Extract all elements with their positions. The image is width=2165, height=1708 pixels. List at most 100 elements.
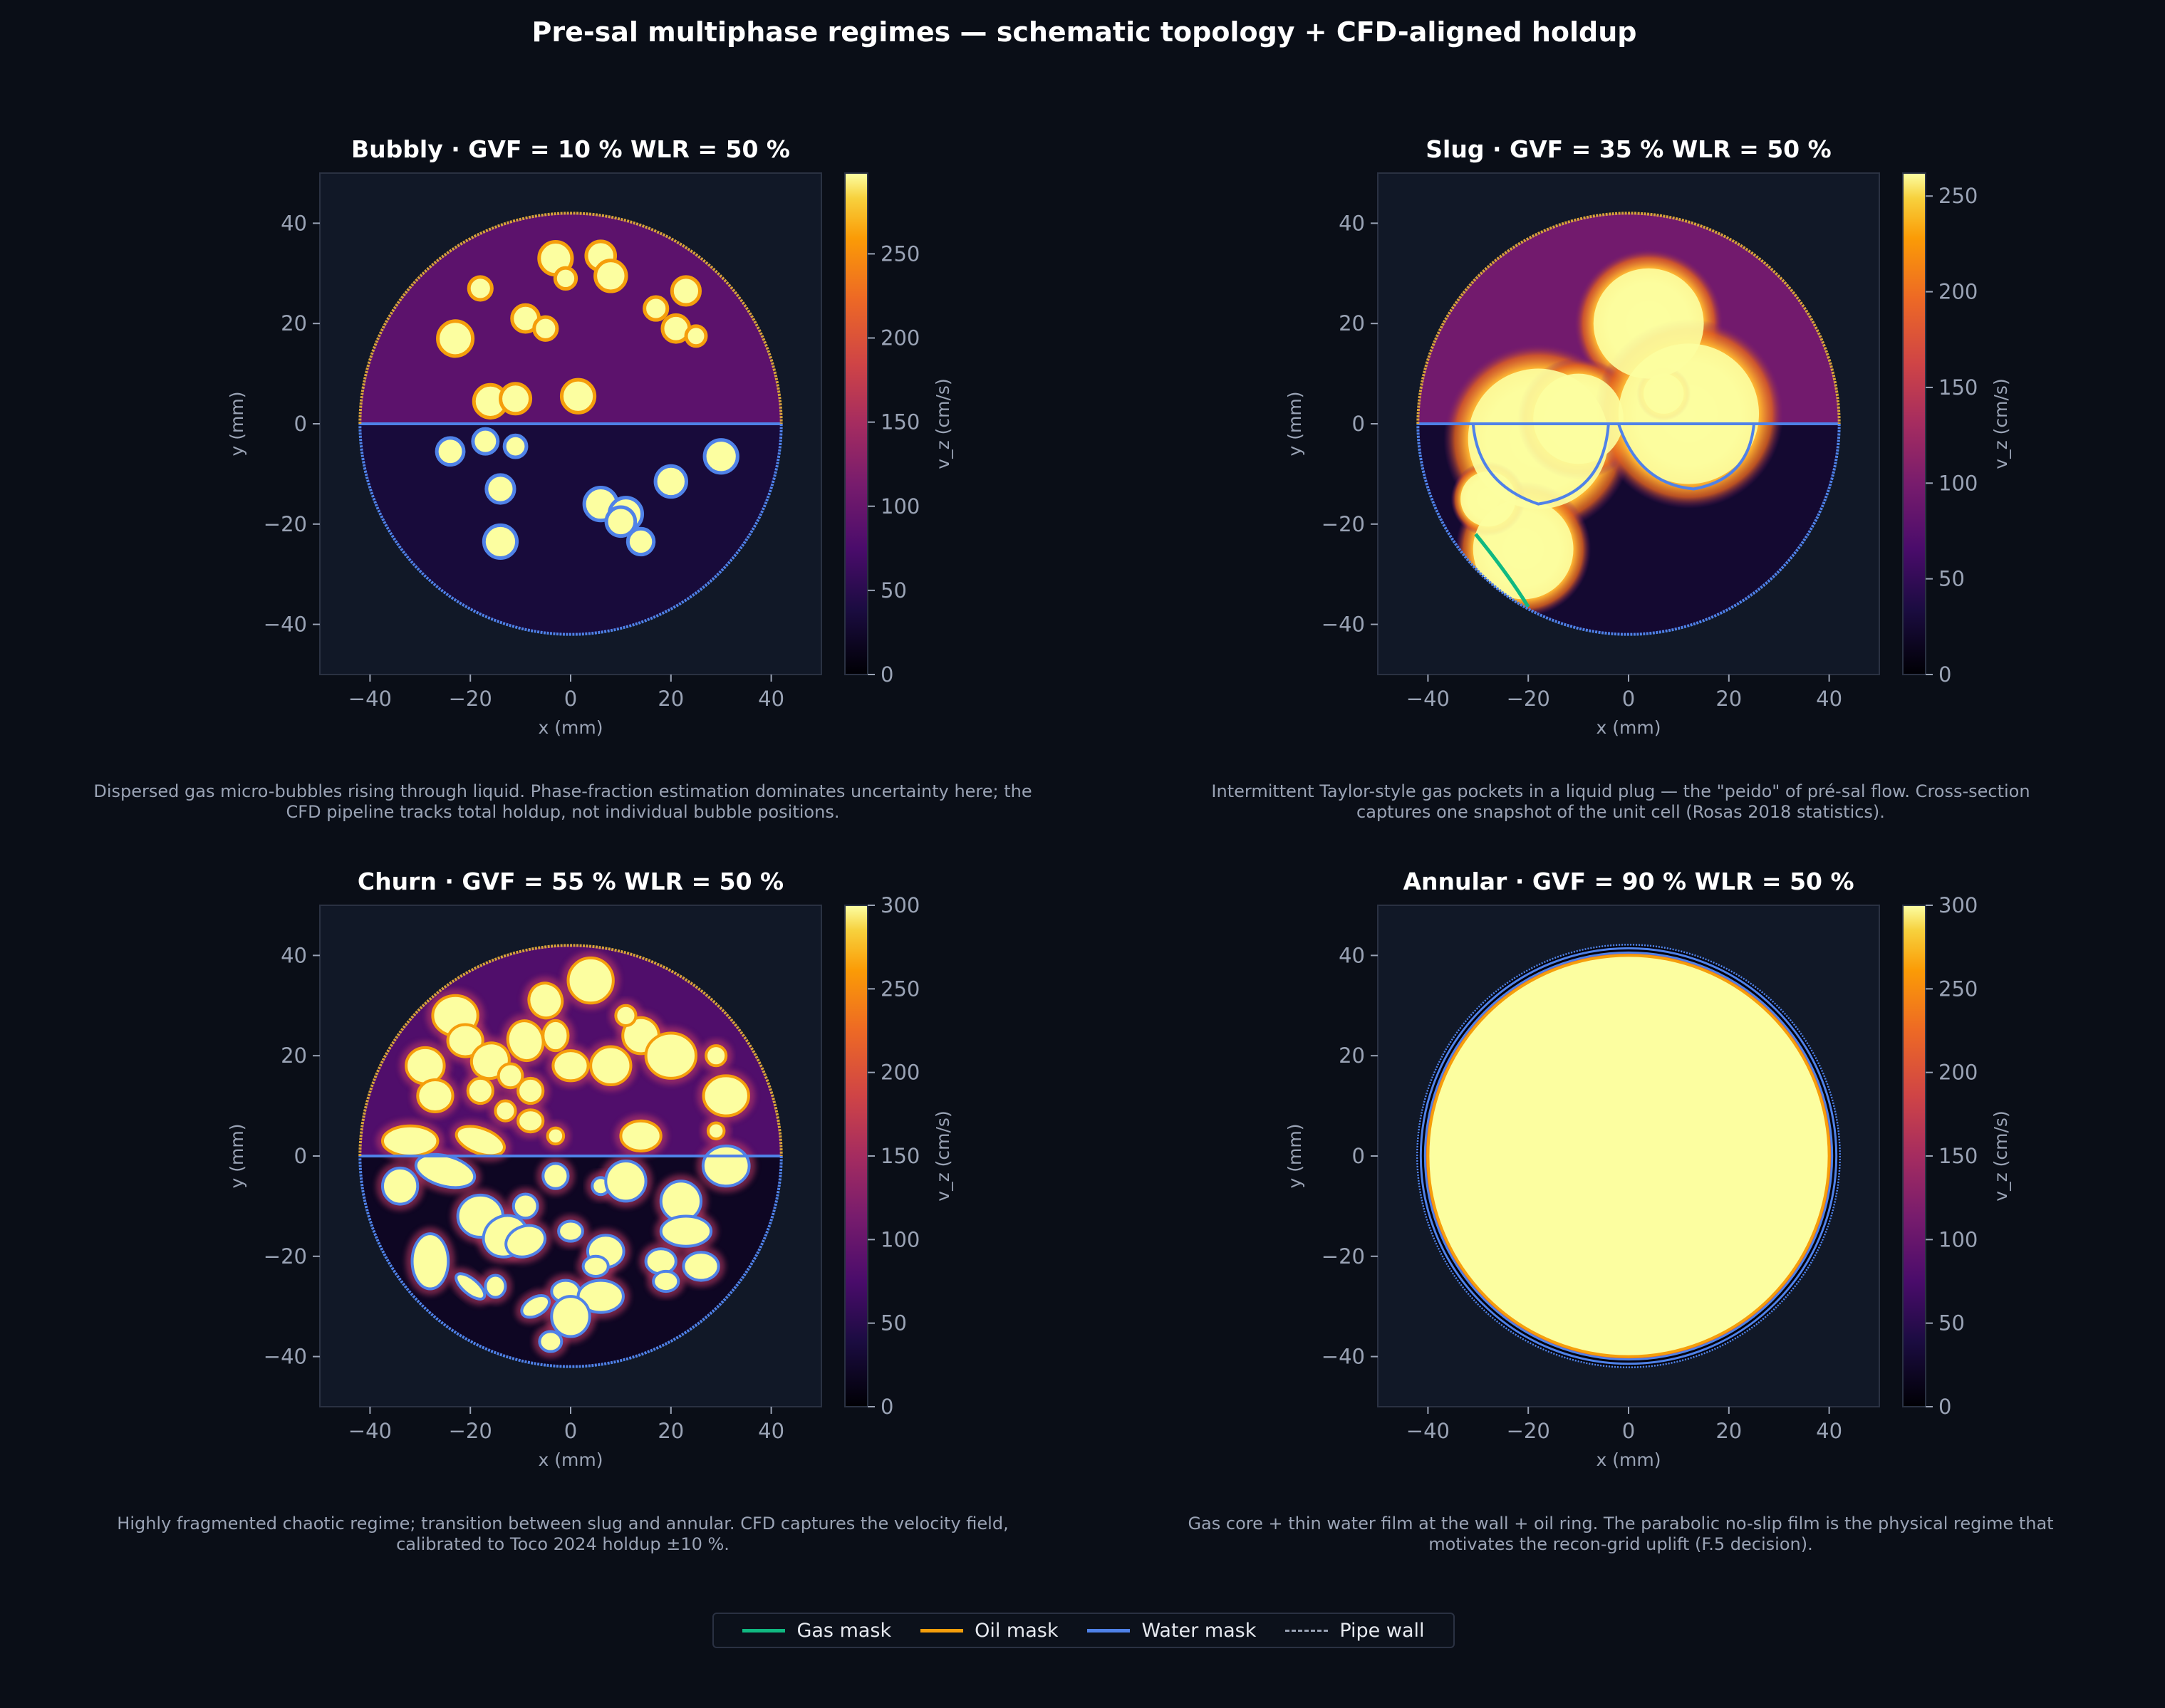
x-tick-label: 20 (658, 1419, 684, 1443)
colorbar-tick-label: 200 (881, 326, 920, 350)
y-tick-label: 40 (1339, 211, 1365, 235)
legend: Gas mask Oil mask Water mask Pipe wall (712, 1613, 1455, 1648)
colorbar-tick-label: 100 (1938, 471, 1978, 495)
x-tick-label: 40 (758, 687, 784, 711)
x-tick-label: −20 (449, 1419, 492, 1443)
x-tick-label: 40 (1816, 687, 1842, 711)
gas-blob (455, 1125, 506, 1157)
panel-caption: Gas core + thin water film at the wall +… (1188, 1514, 2053, 1554)
caption-line: motivates the recon-grid uplift (F.5 dec… (1428, 1534, 1812, 1554)
y-tick-label: 0 (1352, 412, 1365, 436)
caption-line: CFD pipeline tracks total holdup, not in… (286, 802, 840, 822)
x-tick-label: 40 (1816, 1419, 1842, 1443)
legend-item: Gas mask (742, 1620, 891, 1642)
x-tick-label: 20 (1715, 687, 1742, 711)
gas-bubble (670, 275, 702, 307)
panel-0: Bubbly · GVF = 10 % WLR = 50 % −40 −20 0 20 4… (93, 135, 1032, 822)
caption-line: Gas core + thin water film at the wall +… (1188, 1514, 2053, 1533)
x-tick-label: 20 (658, 687, 684, 711)
gas-blob (541, 1019, 570, 1053)
colorbar-tick-label: 50 (881, 578, 907, 603)
legend-item: Oil mask (920, 1620, 1058, 1642)
gas-blob (706, 1121, 726, 1141)
gas-blob (581, 1254, 610, 1278)
gas-blob (576, 1279, 625, 1314)
gas-bubble (436, 319, 475, 358)
pipe-wall-upper (358, 212, 783, 425)
y-tick-label: 40 (281, 943, 307, 967)
gas-blob (566, 956, 615, 1005)
caption-line: Intermittent Taylor-style gas pockets in… (1211, 781, 2030, 801)
gas-blob (527, 981, 564, 1020)
colorbar-tick-label: 150 (881, 410, 920, 434)
gas-bubble (435, 436, 466, 467)
caption-line: captures one snapshot of the unit cell (… (1356, 802, 1885, 822)
y-tick-label: −40 (1322, 613, 1365, 637)
x-tick-label: −40 (348, 1419, 392, 1443)
panel-caption: Dispersed gas micro-bubbles rising throu… (93, 781, 1032, 822)
gas-blobs (376, 951, 756, 1358)
panel-3: Annular · GVF = 90 % WLR = 50 % −40 −20 0 20… (1188, 868, 2053, 1554)
gas-bubble (467, 275, 494, 302)
gas-bubble (499, 382, 533, 416)
panel-caption: Highly fragmented chaotic regime; transi… (117, 1514, 1008, 1554)
colorbar-tick-label: 200 (881, 1061, 920, 1085)
gas-bubble (471, 427, 500, 456)
gas-blob (705, 1044, 728, 1068)
colorbar-tick-label: 250 (881, 977, 920, 1001)
colorbar (844, 905, 868, 1407)
gas-blob (557, 1219, 584, 1243)
colorbar-tick-label: 100 (881, 494, 920, 519)
x-tick-label: 20 (1715, 1419, 1742, 1443)
pipe-wall-lower (1416, 423, 1841, 636)
y-tick-label: 20 (1339, 1043, 1365, 1068)
colorbar-tick-label: 300 (881, 893, 920, 917)
gas-blob (644, 1247, 677, 1276)
gas-bubble (553, 266, 578, 291)
x-tick-label: 0 (564, 1419, 577, 1443)
colorbar-tick-label: 50 (1938, 567, 1965, 591)
gas-blob (550, 1295, 591, 1338)
panel-title: Bubbly · GVF = 10 % WLR = 50 % (351, 135, 790, 163)
gas-blob (702, 1074, 750, 1118)
colorbar-label: v_z (cm/s) (933, 1110, 953, 1201)
panel-2: Churn · GVF = 55 % WLR = 50 % −40 −20 0 20 40… (117, 868, 1008, 1554)
colorbar-tick-label: 250 (1938, 977, 1978, 1001)
colorbar-tick-label: 100 (1938, 1227, 1978, 1251)
gas-blob (551, 1049, 590, 1083)
x-axis-label: x (mm) (1597, 1449, 1661, 1470)
colorbar-tick-label: 50 (881, 1311, 907, 1335)
oil-mask-contour (1426, 954, 1831, 1358)
gas-bubble (502, 433, 529, 459)
y-tick-label: 0 (1352, 1144, 1365, 1168)
y-axis-label: y (mm) (227, 392, 247, 457)
pipe-field (1418, 945, 1839, 1367)
gas-blob (446, 1023, 484, 1058)
gas-blob (619, 1119, 663, 1152)
colorbar-label: v_z (cm/s) (1990, 1110, 2011, 1201)
gas-blob (516, 1076, 545, 1105)
colorbar-tick-label: 50 (1938, 1311, 1965, 1335)
gas-bubble (625, 526, 656, 557)
colorbar-tick-label: 300 (1938, 893, 1978, 917)
x-tick-label: −40 (1406, 687, 1450, 711)
legend-swatch (742, 1628, 786, 1633)
gas-blob (504, 1224, 547, 1259)
legend-swatch (1087, 1628, 1131, 1633)
pipe-wall-lower (358, 423, 783, 636)
gas-blob (416, 1078, 455, 1114)
x-axis-label: x (mm) (539, 1449, 603, 1470)
colorbar-label: v_z (cm/s) (933, 378, 953, 469)
legend-label: Gas mask (796, 1619, 892, 1642)
colorbar-tick-label: 0 (1938, 662, 1951, 687)
gas-bubble (604, 505, 638, 538)
gas-blob (494, 1099, 517, 1123)
colorbar-tick-label: 0 (881, 662, 893, 687)
gas-blob (538, 1330, 564, 1353)
water-mask-contour (1423, 951, 1834, 1361)
y-tick-label: 20 (281, 311, 307, 335)
gas-bubble (643, 295, 670, 322)
gas-bubble (559, 377, 597, 415)
panel-title: Churn · GVF = 55 % WLR = 50 % (358, 868, 784, 895)
